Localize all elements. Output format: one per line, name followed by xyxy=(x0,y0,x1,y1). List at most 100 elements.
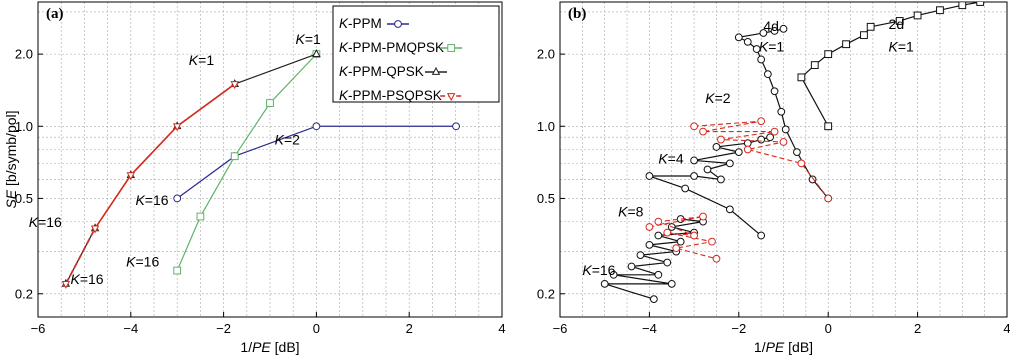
x-axis-label: 1/PE [dB] xyxy=(240,339,299,355)
x-tick-label: −6 xyxy=(553,321,568,336)
data-point xyxy=(61,280,71,289)
legend-label: K-PPM-PSQPSK xyxy=(339,88,442,103)
data-point xyxy=(793,148,801,157)
legend-label: K-PPM xyxy=(339,16,382,31)
data-point xyxy=(808,175,817,184)
data-point xyxy=(196,212,205,221)
data-point xyxy=(770,26,779,35)
data-point xyxy=(824,122,833,131)
legend-box xyxy=(332,5,500,103)
annotation-label: K=16 xyxy=(135,192,168,208)
x-tick-label: 2 xyxy=(406,321,413,336)
data-point xyxy=(609,270,618,279)
chart-panel-b: −6 −4 −2 0 2 4 0.2 0.5 1.0 2.0 1/PE [dB] (b) 4d K=1 2d… xyxy=(537,1,1010,355)
data-point xyxy=(781,125,790,134)
panel-label: (a) xyxy=(46,6,64,22)
annotation-label: K=2 xyxy=(705,90,731,106)
data-point xyxy=(636,251,645,260)
x-tick-label: 0 xyxy=(825,321,832,336)
series-line xyxy=(176,125,457,199)
annotation-label: K=16 xyxy=(29,214,62,230)
data-point xyxy=(743,145,752,154)
y-tick-label: 1.0 xyxy=(15,119,33,134)
y-tick-label: 0.5 xyxy=(15,191,33,206)
data-point xyxy=(452,122,460,131)
data-point xyxy=(763,70,772,79)
x-tick-label: −4 xyxy=(642,321,657,336)
data-point xyxy=(394,20,402,28)
panel-label: (b) xyxy=(568,6,586,22)
legend: K-PPM K-PPM-PMQPSK K-PPM-QPSK K-PPM-PSQPSK xyxy=(332,5,500,103)
annotation-label: K=16 xyxy=(70,271,103,287)
data-point xyxy=(681,184,690,193)
data-point xyxy=(824,194,833,203)
annotations: K=1 K=1 K=2 K=16 K=16 K=16 K=16 xyxy=(29,31,321,287)
y-tick-label: 0.5 xyxy=(537,191,555,206)
series-line xyxy=(94,83,236,229)
data-point xyxy=(757,117,766,126)
series-red-k8 xyxy=(645,212,721,263)
data-point xyxy=(734,148,743,157)
grid xyxy=(559,2,1008,317)
series-4d-k16 xyxy=(600,215,707,304)
y-tick-label: 0.2 xyxy=(537,286,555,301)
annotations: 4d K=1 2d K=1 K=2 K=4 K=8 K=16 xyxy=(582,16,914,278)
data-point xyxy=(663,258,672,267)
data-point xyxy=(627,262,636,271)
data-point xyxy=(173,194,182,203)
data-point xyxy=(645,172,654,180)
data-point xyxy=(936,6,944,15)
data-point xyxy=(810,61,819,69)
data-point xyxy=(667,279,676,288)
annotation-label: K=4 xyxy=(658,150,684,166)
data-point xyxy=(172,123,182,132)
data-point xyxy=(712,143,721,151)
data-point xyxy=(690,156,698,165)
data-point xyxy=(842,40,850,49)
data-point xyxy=(699,127,707,136)
data-point xyxy=(752,45,761,53)
data-point xyxy=(866,22,875,31)
annotation-label: K=1 xyxy=(889,39,915,55)
series-layer xyxy=(61,49,460,289)
data-point xyxy=(649,295,658,304)
x-axis-label: 1/PE [dB] xyxy=(754,339,813,355)
data-point xyxy=(690,231,698,240)
annotation-label: K=2 xyxy=(275,131,301,147)
data-point xyxy=(90,225,100,234)
legend-label: K-PPM-QPSK xyxy=(339,64,424,79)
data-point xyxy=(725,159,734,168)
y-tick-label: 2.0 xyxy=(537,47,555,62)
ticks: −6 −4 −2 0 2 4 0.2 0.5 1.0 2.0 xyxy=(537,47,1010,336)
data-point xyxy=(690,122,698,131)
data-point xyxy=(312,49,321,58)
series-line xyxy=(65,227,96,285)
annotation-label: K=1 xyxy=(189,52,215,68)
series-2d xyxy=(797,2,985,131)
annotation-label: K=1 xyxy=(296,31,322,47)
data-point xyxy=(654,231,663,240)
chart-panel-a: −6 −4 −2 0 2 4 0.2 0.5 1.0 2.0 1/PE [dB] SE [b/symb… xyxy=(3,1,506,355)
series-line xyxy=(604,218,704,300)
data-point xyxy=(126,172,136,181)
data-point xyxy=(779,24,788,33)
data-point xyxy=(766,133,774,142)
data-point xyxy=(757,135,766,144)
series-line xyxy=(736,28,829,199)
data-point xyxy=(725,205,734,214)
x-tick-label: −2 xyxy=(216,321,231,336)
data-point xyxy=(431,66,441,75)
y-tick-label: 2.0 xyxy=(15,47,33,62)
data-point xyxy=(958,2,967,10)
data-point xyxy=(759,29,768,37)
data-point xyxy=(757,55,766,64)
data-point xyxy=(672,244,681,253)
x-tick-label: −6 xyxy=(31,321,46,336)
series-red-k2 xyxy=(690,117,833,203)
data-point xyxy=(734,33,743,42)
series-line xyxy=(649,136,771,236)
annotation-label: K=1 xyxy=(759,39,785,55)
data-point xyxy=(797,159,806,168)
data-point xyxy=(913,11,922,20)
